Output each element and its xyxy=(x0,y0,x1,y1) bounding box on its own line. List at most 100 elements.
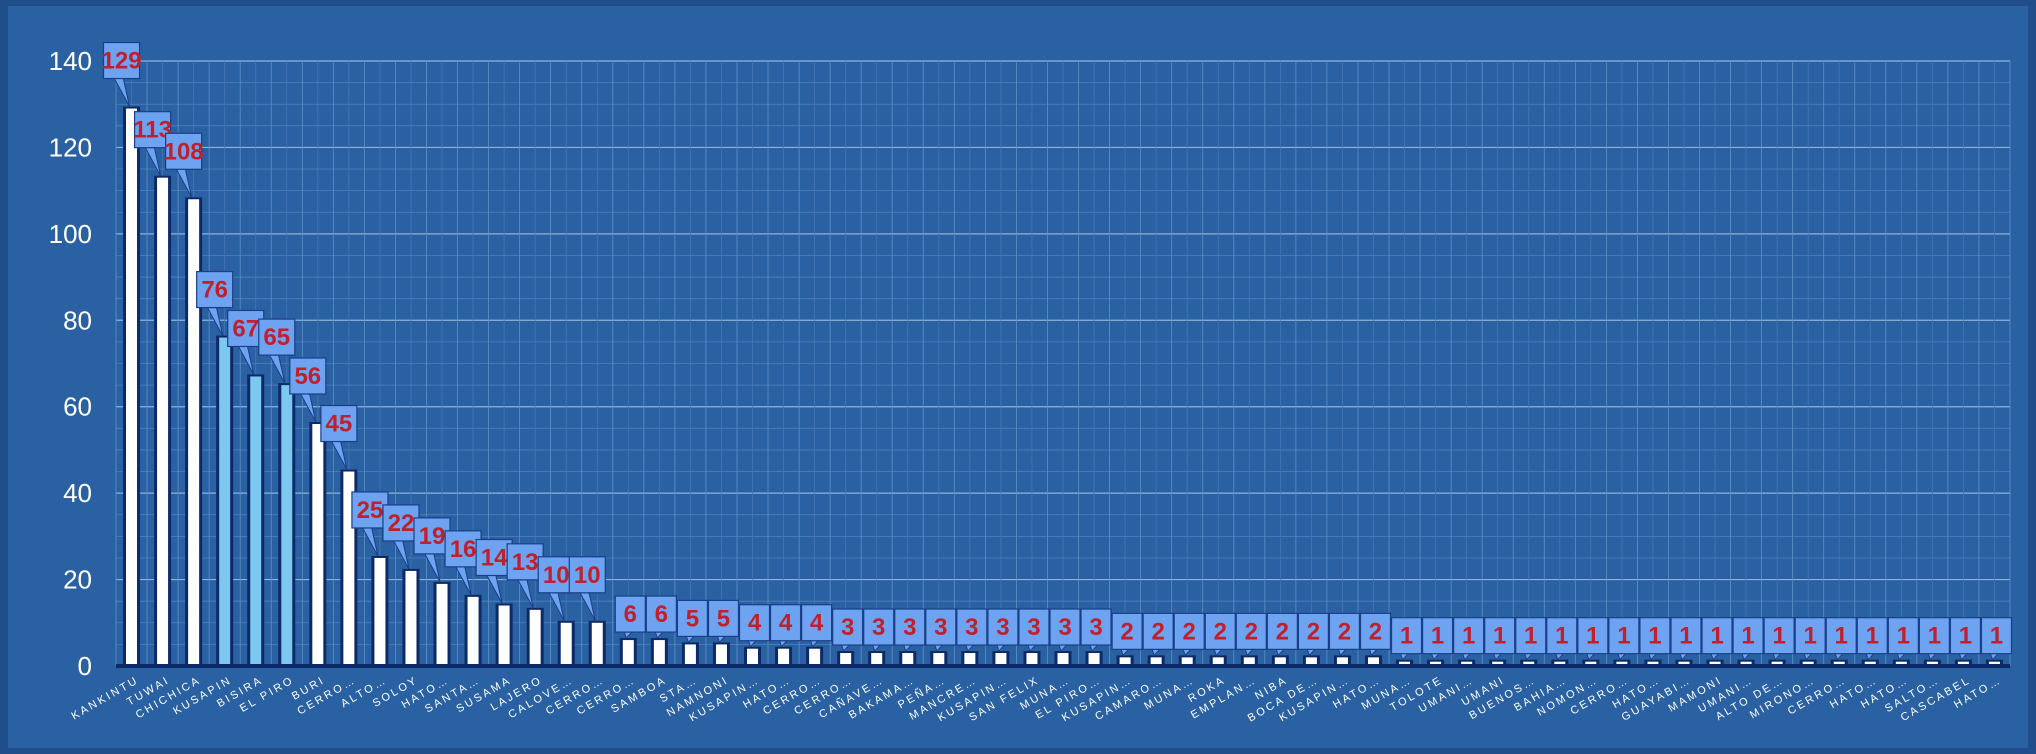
bar xyxy=(1709,661,1721,666)
data-label-callout: 1 xyxy=(1763,617,1795,661)
data-label-callout: 3 xyxy=(894,608,926,653)
data-label-callout: 1 xyxy=(1670,617,1702,661)
callout-box xyxy=(1049,608,1081,646)
data-label-callout: 3 xyxy=(1049,608,1081,653)
bar xyxy=(1988,661,2000,666)
callout-box xyxy=(475,538,513,577)
bar xyxy=(560,622,572,666)
callout-box xyxy=(1949,617,1982,655)
bar xyxy=(1678,661,1690,666)
y-axis-ticks: 0 20 40 60 80 100 120 140 xyxy=(49,46,92,681)
data-label: 1 xyxy=(1959,623,1972,650)
data-label: 1 xyxy=(1897,623,1910,650)
callout-box xyxy=(769,604,802,642)
data-label-callout: 22 xyxy=(382,504,420,570)
data-label-callout: 10 xyxy=(537,556,575,622)
callout-box xyxy=(258,318,296,356)
data-label: 1 xyxy=(1866,623,1879,650)
bar xyxy=(219,337,231,666)
data-label: 67 xyxy=(232,315,259,342)
callout-box xyxy=(1639,617,1671,655)
callout-box xyxy=(707,599,740,637)
data-label: 3 xyxy=(841,614,854,641)
data-label: 13 xyxy=(512,549,539,576)
data-label-callout: 3 xyxy=(863,608,895,653)
bar xyxy=(250,376,262,666)
bar xyxy=(374,557,386,666)
data-label-callout: 1 xyxy=(1453,617,1485,661)
callout-box xyxy=(863,608,895,646)
bar xyxy=(1647,661,1659,666)
data-label: 4 xyxy=(748,610,762,637)
callout-box xyxy=(1825,617,1857,655)
callout-box xyxy=(1763,617,1795,655)
bar xyxy=(995,653,1007,666)
data-label-callout: 5 xyxy=(676,599,709,644)
bar xyxy=(1895,661,1907,666)
callout-box xyxy=(1390,617,1423,655)
data-label: 1 xyxy=(1524,623,1537,650)
bar xyxy=(1026,653,1038,666)
data-label: 1 xyxy=(1804,623,1817,650)
y-tick-label: 20 xyxy=(63,565,92,595)
data-label-callout: 2 xyxy=(1297,612,1329,657)
callout-box xyxy=(1266,612,1298,650)
data-label-callout: 3 xyxy=(1018,608,1050,653)
data-label-callout: 76 xyxy=(196,270,234,336)
callout-box xyxy=(676,599,709,637)
callout-box xyxy=(1701,617,1733,655)
callout-box xyxy=(196,270,234,309)
bar xyxy=(1367,657,1379,666)
bar xyxy=(778,648,790,666)
callout-pointer xyxy=(548,592,565,622)
callout-pointer xyxy=(517,579,534,609)
data-label: 1 xyxy=(1648,623,1661,650)
data-label-callout: 3 xyxy=(956,608,988,653)
bar xyxy=(653,640,665,666)
data-label-callout: 56 xyxy=(289,357,327,423)
data-label-callout: 4 xyxy=(801,604,833,648)
data-label-callout: 2 xyxy=(1204,612,1236,657)
bar xyxy=(1926,661,1938,666)
callout-box xyxy=(133,111,172,149)
callout-pointer xyxy=(237,345,255,375)
data-label-callout: 4 xyxy=(769,604,802,648)
bar xyxy=(405,570,417,666)
callout-box xyxy=(645,595,677,633)
callout-box xyxy=(1670,617,1702,655)
callout-pointer xyxy=(392,540,410,570)
data-label: 5 xyxy=(686,605,699,632)
bar xyxy=(157,177,169,666)
data-label-callout: 6 xyxy=(645,595,677,640)
data-label: 3 xyxy=(872,614,885,641)
callout-box xyxy=(987,608,1019,646)
callout-box xyxy=(568,556,606,594)
callout-box xyxy=(832,608,864,646)
callout-box xyxy=(1856,617,1888,655)
data-label: 4 xyxy=(810,610,824,637)
callout-pointer xyxy=(206,307,224,336)
data-label: 1 xyxy=(1462,623,1475,650)
callout-box xyxy=(1173,612,1205,650)
callout-box xyxy=(1359,612,1392,650)
data-label: 5 xyxy=(717,605,730,632)
data-label: 3 xyxy=(965,614,978,641)
data-label: 1 xyxy=(1772,623,1785,650)
data-label: 45 xyxy=(326,411,353,438)
callout-box xyxy=(925,608,957,646)
data-label: 108 xyxy=(164,138,204,165)
callout-box xyxy=(1980,617,2013,655)
bar xyxy=(809,648,821,666)
bar xyxy=(1585,661,1597,666)
callout-box xyxy=(1204,612,1236,650)
chart-frame: 0 20 40 60 80 100 120 140 KANKINTU TUWAI CHICHICA… xyxy=(8,6,2028,748)
callout-pointer xyxy=(144,147,162,176)
data-label-callout: 10 xyxy=(568,556,606,622)
bar xyxy=(715,644,727,666)
data-label: 3 xyxy=(996,614,1009,641)
callout-box xyxy=(801,604,833,642)
callout-pointer xyxy=(299,393,317,423)
bar xyxy=(684,644,696,666)
callout-box xyxy=(102,41,141,80)
